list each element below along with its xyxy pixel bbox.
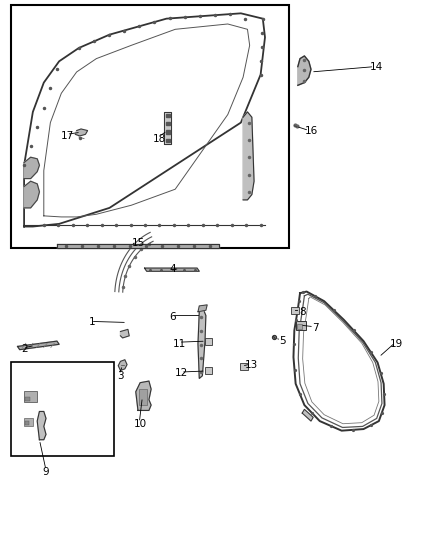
- Text: 6: 6: [170, 312, 177, 322]
- Text: 4: 4: [170, 264, 177, 274]
- Text: 1: 1: [88, 318, 95, 327]
- Bar: [296, 321, 306, 330]
- Text: 8: 8: [299, 307, 306, 317]
- Bar: [25, 397, 30, 401]
- Text: 17: 17: [61, 131, 74, 141]
- Text: 16: 16: [304, 126, 318, 135]
- Text: 9: 9: [42, 467, 49, 477]
- Polygon shape: [145, 268, 199, 271]
- Bar: [166, 122, 170, 125]
- Text: 18: 18: [153, 134, 166, 143]
- Text: 7: 7: [312, 323, 319, 333]
- Bar: [166, 114, 170, 117]
- Polygon shape: [136, 381, 151, 410]
- FancyBboxPatch shape: [11, 362, 114, 456]
- Bar: [166, 139, 170, 142]
- Polygon shape: [118, 360, 127, 370]
- Polygon shape: [302, 409, 313, 421]
- Polygon shape: [243, 112, 254, 200]
- Text: 13: 13: [245, 360, 258, 370]
- Text: 19: 19: [390, 339, 403, 349]
- Bar: [24, 391, 37, 402]
- Bar: [205, 338, 212, 345]
- Polygon shape: [120, 329, 129, 338]
- Polygon shape: [18, 341, 59, 350]
- Polygon shape: [57, 244, 219, 248]
- Text: 15: 15: [131, 238, 145, 247]
- FancyBboxPatch shape: [11, 5, 289, 248]
- Bar: [24, 418, 33, 426]
- Polygon shape: [198, 310, 206, 378]
- Text: 14: 14: [370, 62, 383, 71]
- Text: 12: 12: [175, 368, 188, 378]
- Bar: [240, 363, 248, 370]
- Text: 11: 11: [173, 339, 186, 349]
- Bar: [139, 389, 147, 405]
- Polygon shape: [75, 129, 88, 136]
- Text: 3: 3: [117, 371, 124, 381]
- Polygon shape: [198, 305, 207, 312]
- Bar: [166, 131, 170, 134]
- Polygon shape: [37, 411, 46, 440]
- Polygon shape: [24, 181, 39, 208]
- Bar: [25, 421, 29, 425]
- Polygon shape: [164, 112, 171, 144]
- Polygon shape: [24, 157, 39, 179]
- Polygon shape: [298, 56, 311, 85]
- Bar: [297, 324, 302, 329]
- Text: 2: 2: [21, 344, 28, 354]
- Bar: [291, 307, 299, 314]
- Text: 5: 5: [279, 336, 286, 346]
- Text: 10: 10: [134, 419, 147, 429]
- Bar: [205, 367, 212, 374]
